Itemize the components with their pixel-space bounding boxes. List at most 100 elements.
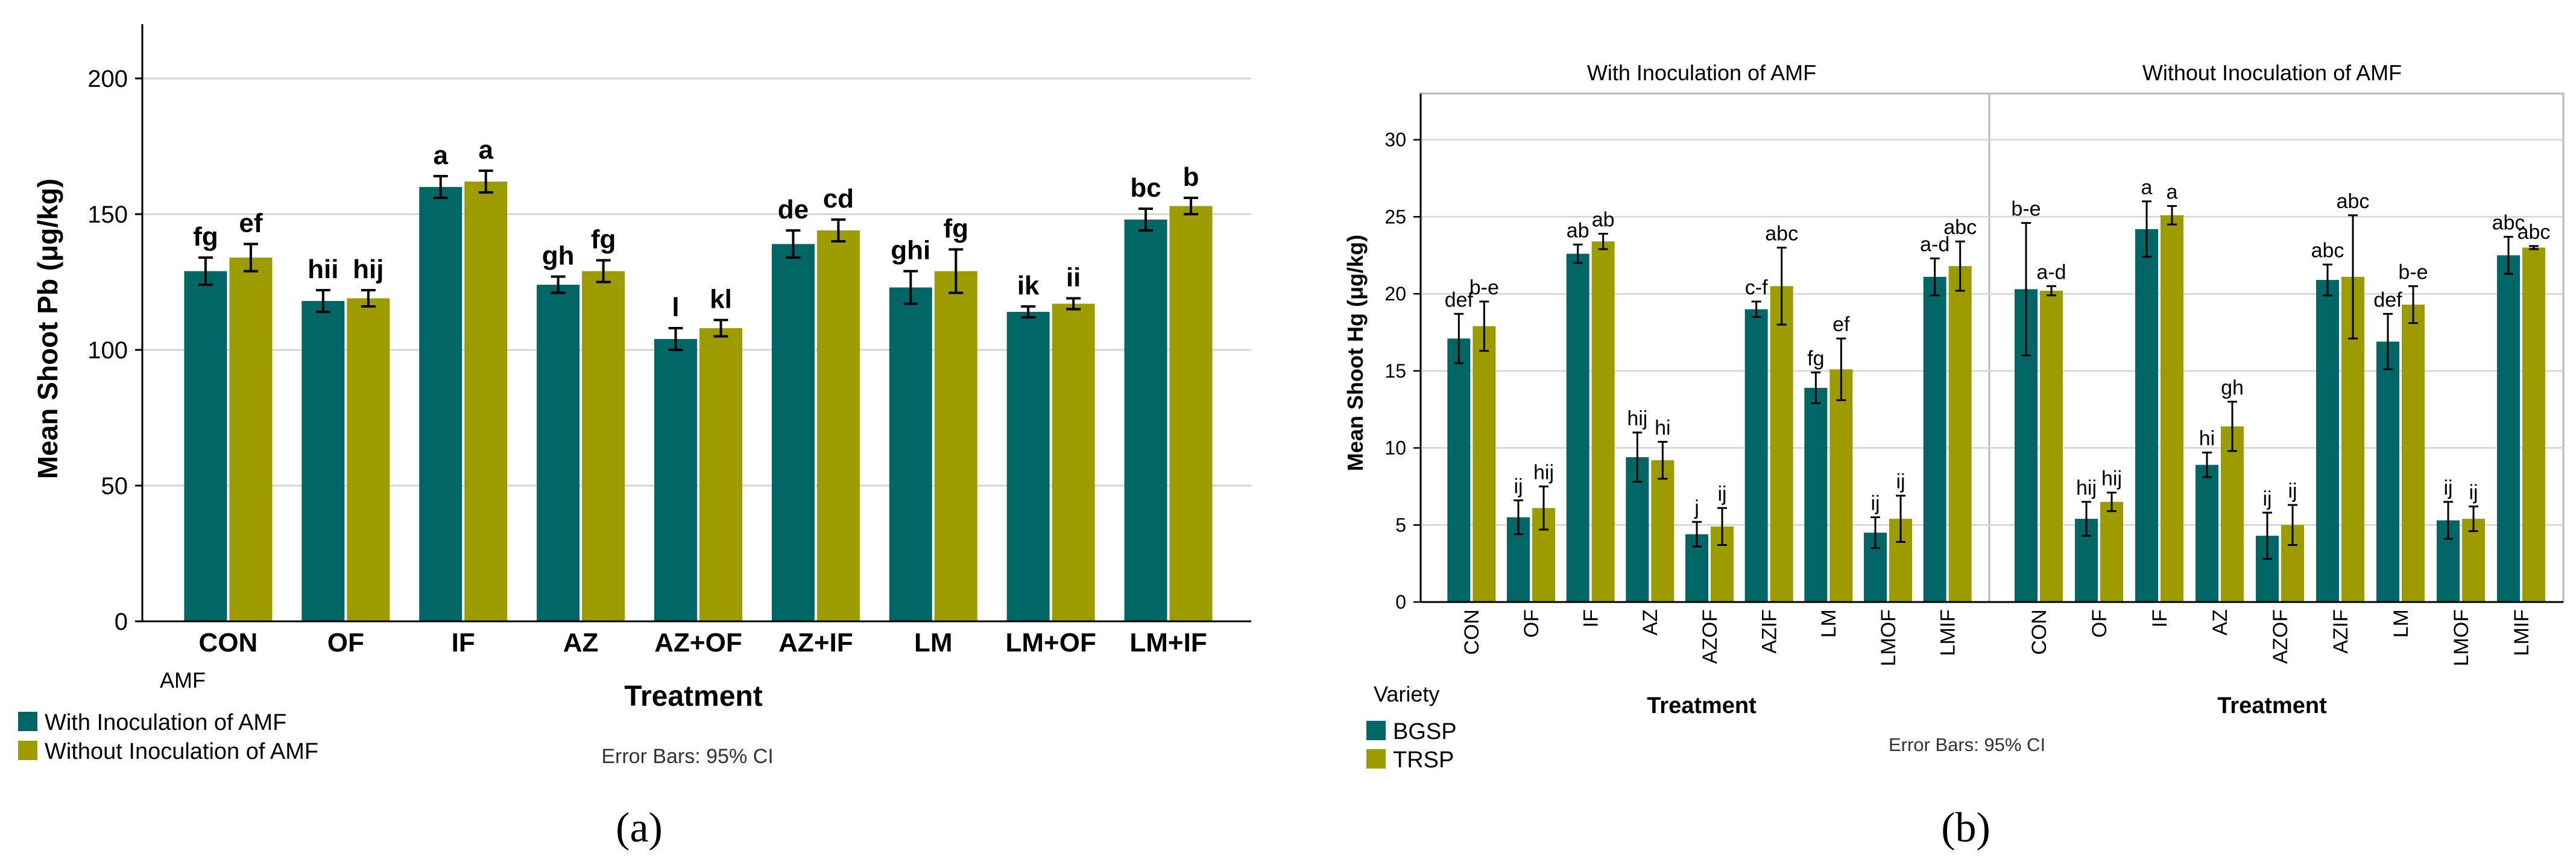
panel-b-facet-1-significance-letter-AZ-0: hi [2199,427,2215,450]
panel-a-significance-letter-IF-1: a [478,135,493,165]
panel-b-facet-0-bar-IF-0 [1566,253,1589,602]
panel-b-x-axis-label-left: Treatment [1647,693,1757,718]
panel-a-bar-AZ+IF-0 [771,244,815,621]
panel-b-facet-0-x-tick-label-OF: OF [1520,609,1543,638]
panel-b-facet-0-significance-letter-CON-0: def [1445,288,1474,311]
panel-b-facet-1-bar-LMOF-1 [2462,519,2485,602]
panel-b-facet-1-significance-letter-LM-1: b-e [2398,261,2428,284]
panel-b-facet-1-x-tick-label-AZIF: AZIF [2329,609,2352,654]
panel-b-facet-1-significance-letter-LMOF-0: ij [2443,477,2452,499]
panel-a-bar-LM-1 [934,271,977,621]
panel-b-facet-1-significance-letter-AZ-1: gh [2221,376,2244,399]
panel-b-facet-0-bar-LMIF-0 [1923,276,1946,602]
panel-a-significance-letter-AZ-1: fg [591,225,616,255]
panel-b-y-tick-label-5: 5 [1395,514,1406,536]
panel-a-significance-letter-AZ+IF-1: cd [823,184,854,214]
panel-b-facet-0-significance-letter-LMOF-1: ij [1896,471,1905,493]
panel-b-facet-1-significance-letter-LMIF-1: abc [2518,221,2551,244]
panel-b-facet-0-x-tick-label-LMOF: LMOF [1877,609,1900,666]
panel-b-facet-1-significance-letter-LMIF-0: abc [2492,212,2525,235]
panel-b-facet-0-significance-letter-LMOF-0: ij [1870,492,1880,515]
panel-a-x-axis-label: Treatment [624,680,762,712]
panel-b-facet-0-bar-LMIF-1 [1948,266,1972,602]
panel-a-bar-OF-0 [301,301,345,621]
panel-b-facet-0-significance-letter-AZ-1: hi [1655,416,1670,439]
panel-b-facet-0-x-tick-label-CON: CON [1460,609,1483,655]
panel-b-facet-title-without-amf: Without Inoculation of AMF [2142,60,2402,85]
panel-b-facet-0-significance-letter-AZOF-1: ij [1717,483,1726,506]
panel-a-x-tick-label-LM: LM [914,628,953,658]
panel-b-facet-1-x-tick-label-CON: CON [2028,609,2051,655]
panel-b-facet-1-bar-OF-1 [2100,501,2123,602]
panel-a-bar-OF-1 [347,298,390,621]
panel-a-legend-swatch-with-amf [18,712,37,731]
panel-a-significance-letter-OF-1: hij [353,255,384,284]
panel-a-y-tick-label-200: 200 [87,66,128,92]
panel-b-facet-0-significance-letter-OF-0: ij [1514,475,1523,498]
panel-a-bar-IF-0 [419,187,462,621]
panel-b-facet-1-x-tick-label-AZOF: AZOF [2269,609,2292,664]
panel-b-facet-0-bar-CON-1 [1473,326,1496,602]
panel-b-facet-0-bar-IF-1 [1591,241,1615,603]
panel-b-legend-swatch-trsp [1366,749,1386,769]
panel-b-facet-0-x-tick-label-LMIF: LMIF [1937,609,1960,656]
panel-a-caption: (a) [616,805,663,851]
panel-b-facet-0-significance-letter-AZ-0: hij [1627,407,1647,430]
panel-b-y-tick-label-30: 30 [1384,129,1406,151]
panel-b-facet-0-significance-letter-LM-1: ef [1833,313,1850,336]
panel-a-bar-LM+IF-0 [1124,220,1167,621]
panel-a-x-tick-label-CON: CON [199,628,258,658]
panel-a-significance-letter-LM-1: fg [944,214,969,244]
panel-b-facet-0-significance-letter-LMIF-0: a-d [1920,233,1949,256]
panel-a-significance-letter-LM+IF-0: bc [1130,173,1161,203]
panel-a-y-tick-label-0: 0 [115,609,128,635]
panel-b-facet-1-significance-letter-IF-0: a [2141,176,2153,199]
panel-a-legend-label-without-amf: Without Inoculation of AMF [45,739,318,764]
panel-a-bar-IF-1 [464,182,508,621]
panel-b-y-tick-label-15: 15 [1384,360,1406,382]
panel-b-facet-0-significance-letter-IF-0: ab [1567,219,1589,242]
panel-b-y-axis-label: Mean Shoot Hg (μg/kg) [1343,235,1368,471]
panel-b-facet-0-x-tick-label-LM: LM [1817,609,1840,638]
panel-b-legend-title: Variety [1374,682,1439,706]
panel-b-facet-1-x-tick-label-LMOF: LMOF [2450,609,2473,666]
panel-b-facet-1-x-tick-label-IF: IF [2148,609,2171,627]
panel-a-legend-label-with-amf: With Inoculation of AMF [45,710,286,735]
panel-b-y-tick-label-25: 25 [1384,206,1406,227]
panel-a-bar-CON-1 [229,258,273,621]
panel-b-facet-0-x-tick-label-IF: IF [1580,609,1603,627]
panel-b-facet-1-x-tick-label-OF: OF [2088,609,2111,638]
panel-b-facet-1-bar-LM-0 [2376,341,2399,602]
panel-a-significance-letter-CON-1: ef [239,209,262,238]
panel-a-bar-CON-0 [184,271,227,621]
panel-a-bar-LM+OF-0 [1006,312,1050,621]
panel-a-significance-letter-LM+IF-1: b [1183,162,1199,192]
panel-a-x-tick-label-OF: OF [327,628,364,658]
panel-a-bar-AZ+OF-1 [699,328,742,621]
panel-b-facet-1-bar-IF-0 [2135,229,2158,602]
panel-a-significance-letter-AZ+OF-0: l [672,293,679,322]
panel-a-x-tick-label-AZ+IF: AZ+IF [778,628,853,658]
panel-b-facet-1-x-tick-label-LMIF: LMIF [2510,609,2533,656]
panel-a-bar-LM+IF-1 [1169,206,1213,621]
panel-b-facet-1-significance-letter-AZIF-0: abc [2311,239,2344,262]
panel-b-facet-0-bar-CON-0 [1447,338,1471,602]
panel-b-facet-1-significance-letter-AZOF-1: ij [2288,480,2297,502]
panel-a-significance-letter-AZ+OF-1: kl [710,285,732,314]
panel-b-facet-title-with-amf: With Inoculation of AMF [1587,60,1816,85]
panel-b-facet-0-x-tick-label-AZIF: AZIF [1758,609,1781,654]
panel-a-x-tick-label-LM+IF: LM+IF [1129,628,1207,658]
panel-b-facet-1-significance-letter-OF-1: hij [2101,468,2122,490]
panel-a-significance-letter-LM+OF-0: ik [1017,271,1040,300]
panel-b-facet-0-bar-AZIF-0 [1744,309,1768,602]
panel-b-facet-0-bar-AZ-1 [1651,460,1675,602]
panel-b-facet-0-significance-letter-AZIF-1: abc [1765,222,1798,245]
panel-a-legend-swatch-without-amf [18,741,37,760]
panel-b-y-tick-label-0: 0 [1395,591,1406,613]
panel-b-facet-0-significance-letter-CON-1: b-e [1470,276,1499,299]
panel-b-facet-1-bar-AZ-0 [2196,464,2218,602]
panel-b-facet-0-x-tick-label-AZOF: AZOF [1699,609,1722,664]
panel-b-facet-1-significance-letter-LM-0: def [2373,288,2402,311]
